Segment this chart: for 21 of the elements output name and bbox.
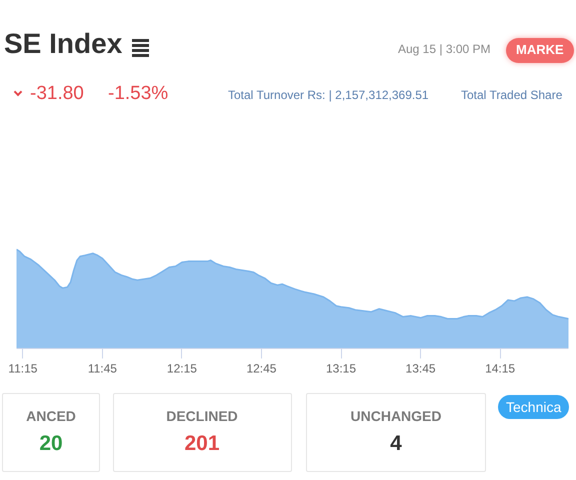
- x-tick-label: 12:45: [246, 362, 277, 376]
- x-tick-label: 12:15: [166, 362, 198, 376]
- text: UNCHANGED: [350, 408, 442, 424]
- text: -31.80: [30, 83, 84, 105]
- text: 4: [390, 432, 402, 456]
- chart-title: SE Index: [4, 28, 122, 60]
- x-tick-label: 11:45: [88, 362, 118, 376]
- x-tick-label: 14:15: [485, 362, 516, 376]
- chart-subtitle: Aug 15 | 3:00 PM: [398, 42, 491, 57]
- text: MARKE: [506, 38, 574, 63]
- text: DECLINED: [166, 408, 238, 424]
- text: 20: [39, 432, 63, 456]
- text: Total Traded Share: [461, 88, 562, 103]
- text: -1.53%: [108, 83, 168, 105]
- x-tick-label: 13:45: [406, 362, 436, 376]
- text: Technica: [498, 395, 570, 420]
- x-tick-label: 11:15: [8, 362, 38, 376]
- text: 201: [184, 432, 220, 456]
- text: ANCED: [26, 408, 76, 424]
- x-tick-label: 13:15: [326, 362, 356, 376]
- text: Total Turnover Rs: | 2,157,312,369.51: [228, 88, 429, 103]
